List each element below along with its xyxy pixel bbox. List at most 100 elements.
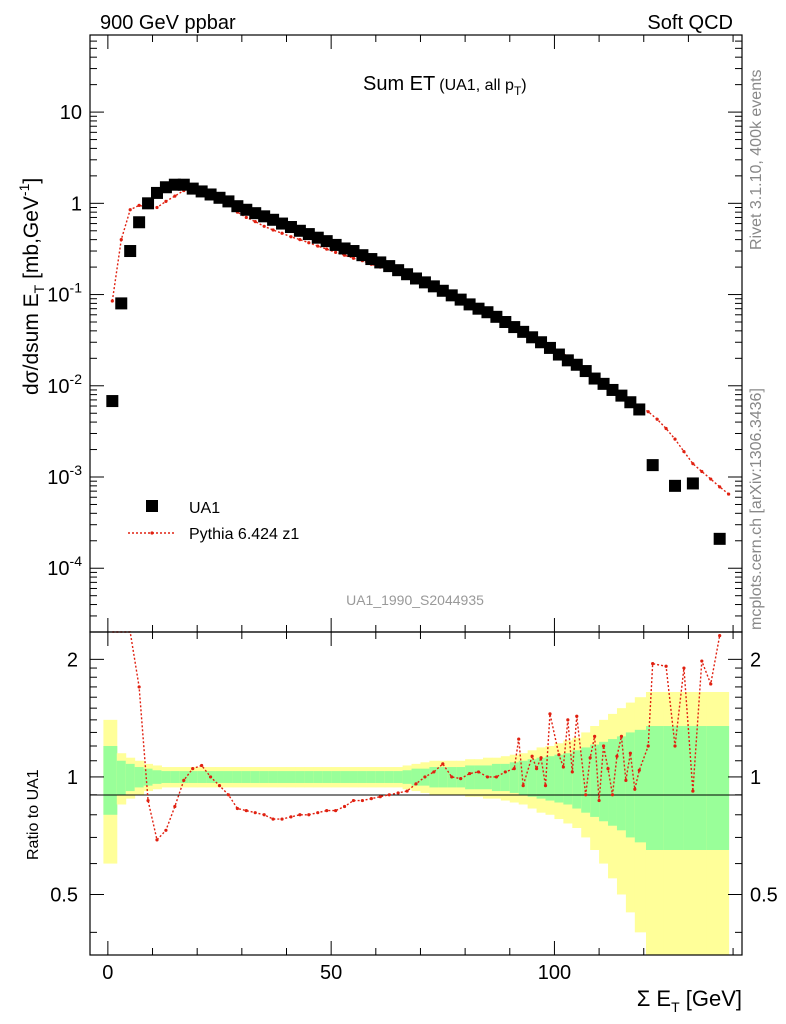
pythia-main-series <box>110 185 731 496</box>
ratio-band-inner <box>116 760 127 795</box>
pythia-ratio-point <box>316 811 320 815</box>
pythia-main-point <box>262 224 266 228</box>
pythia-ratio-point <box>235 806 239 811</box>
ratio-band-inner <box>241 771 252 783</box>
y-tick-label: 10-4 <box>47 553 82 580</box>
ua1-point <box>633 403 646 416</box>
ratio-bands <box>103 691 730 955</box>
ratio-band-inner <box>197 771 207 783</box>
ratio-band-inner <box>259 771 270 783</box>
ratio-y-tick-label-right: 1 <box>750 767 761 789</box>
main-title-sub-close: ) <box>521 77 526 94</box>
pythia-main-point <box>351 256 356 260</box>
ratio-band-inner <box>250 771 261 783</box>
ratio-band-inner <box>545 756 555 801</box>
ua1-point <box>142 197 155 210</box>
pythia-ratio-point <box>543 784 548 788</box>
ua1-point <box>669 479 682 492</box>
ua1-point <box>115 297 128 310</box>
pythia-ratio-point <box>191 767 195 771</box>
pythia-main-point <box>164 199 168 203</box>
mcplots-label: mcplots.cern.ch [arXiv:1306.3436] <box>748 388 765 630</box>
pythia-ratio-point <box>593 734 597 738</box>
pythia-ratio-point <box>226 793 231 797</box>
x-tick-label: 0 <box>102 962 113 984</box>
ua1-point <box>124 245 137 258</box>
y-tick-label: 10-3 <box>47 462 82 489</box>
ratio-y-tick-label-right: 2 <box>750 649 761 671</box>
pythia-ratio-point <box>503 770 507 774</box>
ratio-band-inner <box>103 746 118 815</box>
x-axis-label-units: [GeV] <box>680 986 742 1011</box>
pythia-ratio-point <box>325 808 329 813</box>
ratio-band-inner <box>509 762 520 793</box>
ratio-band-inner <box>393 771 404 783</box>
pythia-ratio-point <box>606 767 610 771</box>
pythia-main-point <box>173 194 177 198</box>
pythia-ratio-point <box>387 793 391 797</box>
pythia-ratio-point <box>441 762 445 766</box>
pythia-ratio-point <box>164 828 168 832</box>
pythia-main-point <box>691 462 695 466</box>
ratio-band-inner <box>188 771 198 783</box>
ratio-y-tick-label: 2 <box>67 649 78 671</box>
ratio-band-inner <box>581 747 591 813</box>
ratio-band-inner <box>500 763 511 792</box>
pythia-ratio-point <box>298 813 302 817</box>
ratio-band-inner <box>706 726 730 850</box>
ratio-band-inner <box>518 760 529 795</box>
pythia-ratio-point <box>588 756 592 760</box>
pythia-main-point <box>682 449 686 454</box>
pythia-main-point <box>119 238 123 242</box>
pythia-ratio-point <box>494 775 498 779</box>
pythia-main-point <box>664 426 668 431</box>
legend-ua1-label: UA1 <box>189 500 220 517</box>
pythia-ratio-point <box>601 744 606 748</box>
ratio-y-tick-label-right: 0.5 <box>750 885 778 907</box>
pythia-ratio-point <box>633 787 637 791</box>
pythia-main-point <box>280 231 284 235</box>
pythia-ratio-point <box>517 737 521 741</box>
pythia-ratio-point <box>334 808 338 813</box>
ratio-band-inner <box>143 768 154 786</box>
pythia-main-point <box>655 417 659 421</box>
ratio-band-inner <box>572 750 582 809</box>
ratio-band-inner <box>152 770 162 784</box>
rivet-label: Rivet 3.1.10, 400k events <box>748 69 765 250</box>
pythia-ratio-point <box>548 712 552 716</box>
pythia-ratio-point <box>467 771 472 776</box>
main-ylabel-units: [mb,GeV <box>20 196 43 285</box>
ua1-point <box>646 459 659 472</box>
pythia-ratio-point <box>396 791 400 795</box>
pythia-ratio-point <box>414 782 418 786</box>
main-title-sub-index: T <box>514 84 522 98</box>
ratio-ticks: 0.5 0.5 1 1 2 2 <box>50 649 778 933</box>
pythia-main-point <box>289 235 293 239</box>
ratio-y-tick-label: 1 <box>67 767 78 789</box>
pythia-ratio-point <box>651 662 655 666</box>
ratio-band-inner <box>465 765 475 790</box>
main-ylabel-sup: -1 <box>16 183 32 196</box>
ua1-point <box>347 245 360 258</box>
pythia-ratio-point <box>351 798 356 803</box>
pythia-main-point <box>271 228 275 232</box>
ua1-point <box>713 532 726 545</box>
ratio-band-inner <box>215 771 225 783</box>
ratio-band-inner <box>402 770 413 784</box>
x-axis-label: Σ ET [GeV] <box>637 986 742 1015</box>
pythia-main-point <box>325 247 329 251</box>
main-title: Sum ET (UA1, all pT) <box>363 73 527 98</box>
pythia-ratio-point <box>619 734 624 738</box>
pythia-ratio-point <box>624 778 628 782</box>
ratio-band-inner <box>663 726 685 850</box>
ratio-band-inner <box>536 757 547 799</box>
pythia-ratio-point <box>709 682 713 686</box>
pythia-ratio-point <box>307 813 311 817</box>
ratio-band-inner <box>375 771 386 783</box>
ratio-band-inner <box>179 771 189 783</box>
ratio-band-inner <box>161 771 171 783</box>
pythia-ratio-point <box>700 659 704 663</box>
pythia-ratio-point <box>459 777 463 781</box>
pythia-ratio-point <box>342 804 347 809</box>
